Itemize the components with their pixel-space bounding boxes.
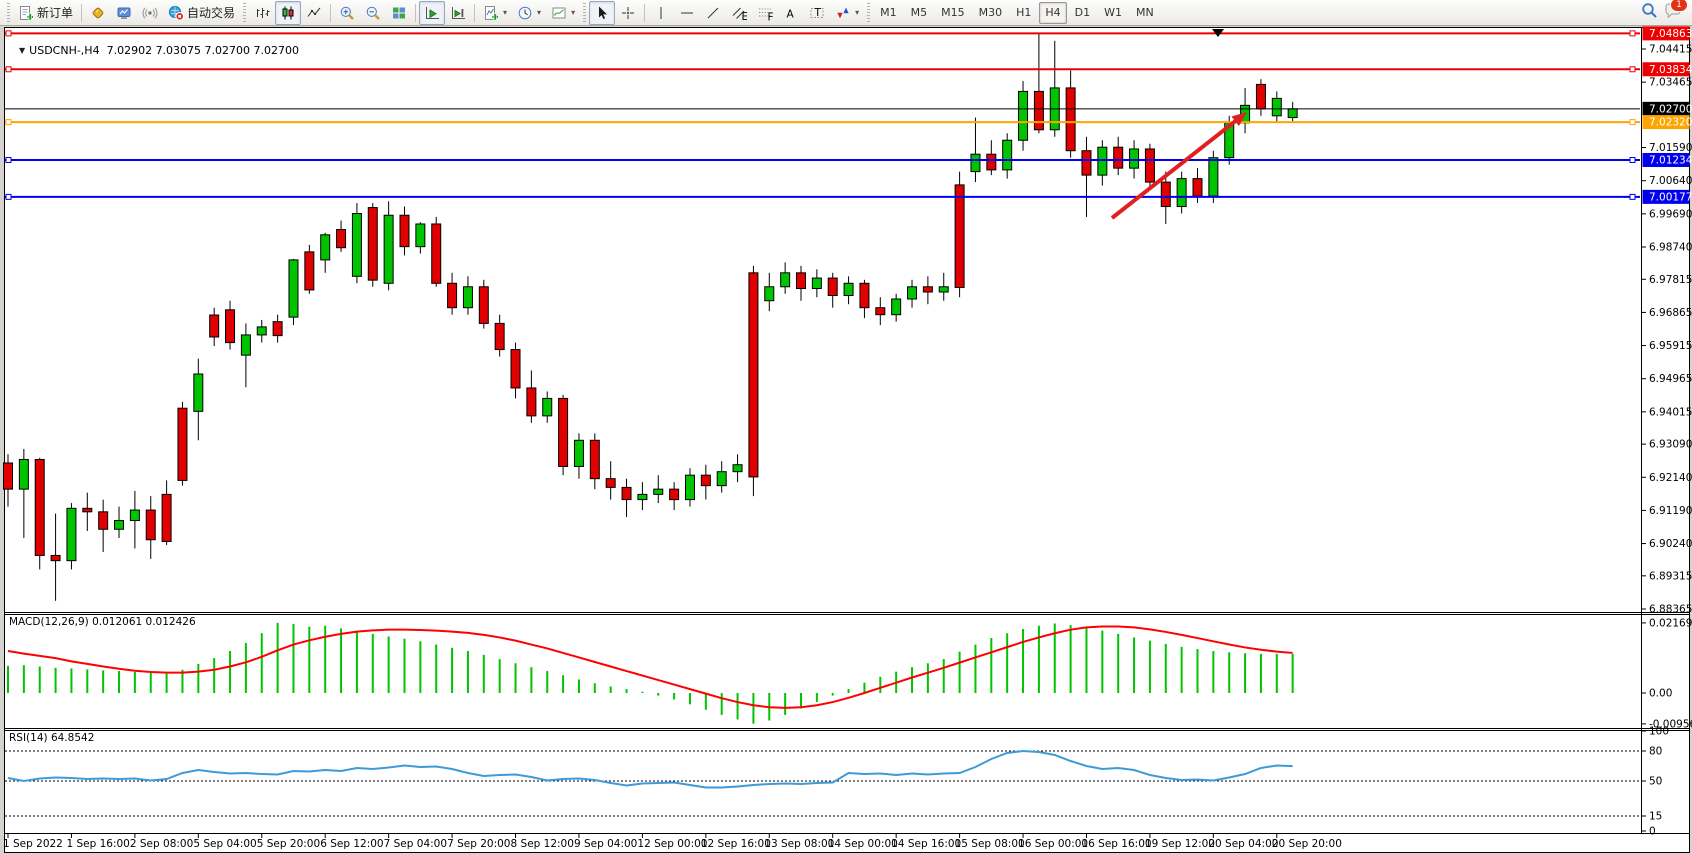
zoom-out-button[interactable]: [360, 1, 386, 25]
clock-icon: [518, 6, 532, 19]
timeframe-button-m1[interactable]: M1: [880, 6, 897, 19]
equidistant-channel-button[interactable]: E: [726, 1, 752, 25]
chevron-down-icon: ▾: [571, 8, 576, 17]
notification-badge: 1: [1670, 0, 1688, 12]
toolbar-separator: [330, 3, 332, 22]
text-button[interactable]: A: [778, 1, 804, 25]
toolbar: 新订单 自动交易: [0, 0, 1692, 26]
timeframe-button-d1[interactable]: D1: [1074, 6, 1091, 19]
auto-scroll-icon: [426, 6, 440, 19]
toolbar-separator: [81, 3, 83, 22]
autotrading-button[interactable]: 自动交易: [163, 1, 240, 25]
timeframe-button-h1[interactable]: H1: [1016, 6, 1032, 19]
search-icon: [1642, 3, 1657, 18]
toolbar-separator: [415, 3, 417, 22]
templates-button[interactable]: ▾: [546, 1, 580, 25]
chart-title: ▼ USDCNH-,H4 7.02902 7.03075 7.02700 7.02…: [12, 31, 299, 57]
chevron-down-icon: ▾: [503, 8, 508, 17]
line-chart-button[interactable]: [301, 1, 327, 25]
horizontal-line-icon: [681, 12, 694, 13]
toolbar-grip[interactable]: [7, 2, 10, 23]
toolbar-separator: [644, 3, 646, 22]
toolbar-grip[interactable]: [583, 2, 587, 23]
equidistant-channel-icon: E: [732, 7, 748, 21]
cursor-button[interactable]: [589, 0, 616, 25]
gold-button[interactable]: [85, 1, 111, 25]
zoom-out-icon: [366, 6, 380, 20]
chevron-down-icon: ▾: [537, 8, 542, 17]
crosshair-icon: [622, 6, 635, 19]
trendline-icon: [707, 7, 719, 18]
indicators-button[interactable]: ▾: [478, 1, 512, 25]
new-order-button[interactable]: 新订单: [13, 1, 78, 25]
line-chart-icon: [307, 7, 321, 17]
tile-windows-icon: [393, 7, 406, 18]
indicators-icon: [485, 5, 499, 20]
chart-ohlc-values: 7.02902 7.03075 7.02700 7.02700: [106, 44, 300, 57]
fibonacci-icon: F: [759, 8, 774, 21]
toolbar-grip[interactable]: [243, 2, 247, 23]
signal-icon: [142, 6, 158, 19]
timeframe-group: M1 M5 M15 M30 H1 H4 D1 W1 MN: [873, 1, 1161, 24]
text-icon: A: [787, 8, 795, 20]
fibonacci-button[interactable]: F: [752, 1, 778, 25]
bar-chart-icon: [257, 7, 270, 18]
zoom-in-icon: [340, 6, 354, 20]
crosshair-button[interactable]: [615, 1, 641, 25]
gold-icon: [92, 7, 104, 18]
timeframe-button-mn[interactable]: MN: [1136, 6, 1154, 19]
arrows-button[interactable]: ▾: [830, 1, 864, 25]
bar-chart-button[interactable]: [249, 1, 275, 25]
signal-button[interactable]: [137, 1, 163, 25]
chart-window[interactable]: [4, 27, 1690, 853]
rsi-indicator-label: RSI(14) 64.8542: [9, 732, 95, 744]
charts-cloud-icon: [117, 7, 131, 19]
text-label-icon: T: [810, 7, 824, 19]
cursor-icon: [599, 6, 608, 19]
toolbar-grip[interactable]: [867, 2, 871, 23]
chevron-down-icon[interactable]: ▼: [19, 46, 26, 55]
chart-shift-button[interactable]: [445, 1, 471, 25]
trendline-button[interactable]: [700, 1, 726, 25]
auto-scroll-button[interactable]: [419, 0, 446, 25]
macd-indicator-label: MACD(12,26,9) 0.012061 0.012426: [9, 616, 196, 628]
svg-text:T: T: [814, 7, 822, 19]
notifications-button[interactable]: 1: [1664, 0, 1688, 23]
autotrading-icon: [168, 5, 185, 21]
toolbar-right-group: 1: [1641, 0, 1688, 23]
vertical-line-button[interactable]: [648, 1, 674, 25]
tile-windows-button[interactable]: [386, 1, 412, 25]
new-order-icon: [20, 5, 34, 20]
timeframe-button-m15[interactable]: M15: [941, 6, 965, 19]
autotrading-label: 自动交易: [187, 6, 236, 20]
chart-symbol-period: USDCNH-,H4: [29, 44, 100, 57]
vertical-line-icon: [660, 6, 662, 19]
timeframe-button-m30[interactable]: M30: [978, 6, 1003, 19]
periods-button[interactable]: ▾: [512, 1, 546, 25]
svg-text:A: A: [787, 8, 795, 20]
timeframe-button-w1[interactable]: W1: [1104, 6, 1122, 19]
chevron-down-icon: ▾: [855, 8, 860, 17]
timeframe-button-m5[interactable]: M5: [910, 6, 928, 19]
candlestick-icon: [282, 6, 294, 19]
search-button[interactable]: [1641, 2, 1658, 23]
text-label-button[interactable]: T: [804, 1, 830, 25]
new-order-label: 新订单: [37, 6, 74, 20]
svg-text:F: F: [768, 11, 774, 21]
timeframe-button-h4[interactable]: H4: [1039, 1, 1067, 24]
horizontal-line-button[interactable]: [674, 1, 700, 25]
candlestick-chart-button[interactable]: [275, 0, 302, 25]
zoom-in-button[interactable]: [334, 1, 360, 25]
chart-shift-icon: [452, 6, 466, 19]
templates-icon: [552, 7, 566, 18]
svg-text:E: E: [742, 11, 748, 21]
arrows-icon: [837, 7, 849, 18]
toolbar-separator: [474, 3, 476, 22]
charts-cloud-button[interactable]: [111, 1, 137, 25]
